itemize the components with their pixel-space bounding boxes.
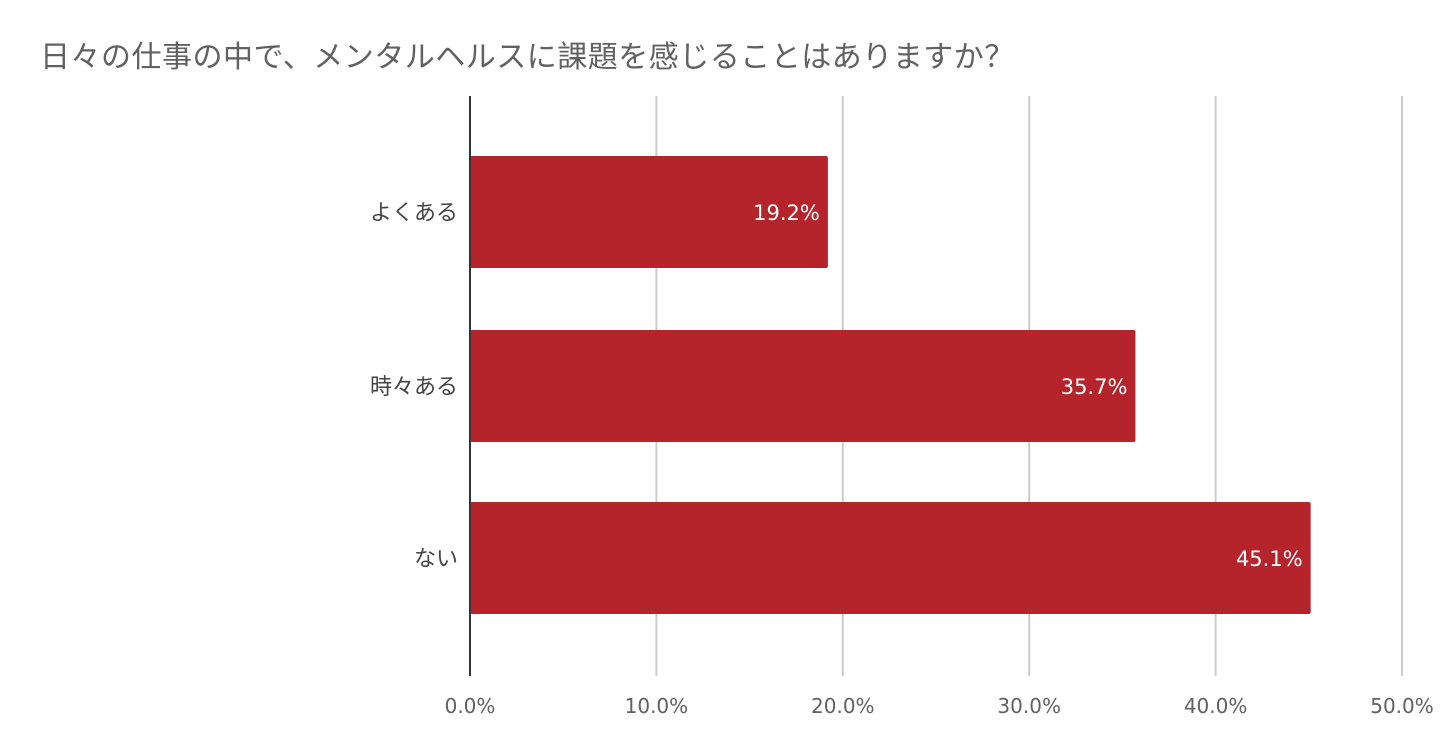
bar <box>470 502 1311 614</box>
x-tick-label: 40.0% <box>1184 694 1248 718</box>
bar <box>470 330 1136 442</box>
data-label: 45.1% <box>1236 547 1303 571</box>
category-label: よくある <box>370 201 458 226</box>
x-tick-label: 30.0% <box>997 694 1061 718</box>
data-label: 19.2% <box>753 201 820 225</box>
bars <box>470 156 1311 614</box>
category-label: ない <box>414 547 458 572</box>
chart-title: 日々の仕事の中で、メンタルヘルスに課題を感じることはありますか？ <box>40 40 1015 75</box>
x-tick-label: 50.0% <box>1370 694 1434 718</box>
bar <box>470 156 828 268</box>
x-tick-label: 0.0% <box>445 694 496 718</box>
x-tick-label: 20.0% <box>811 694 875 718</box>
labels: 0.0% 10.0% 20.0% 30.0% 40.0% 50.0% 19.2% よくある 35… <box>370 201 1434 718</box>
category-label: 時々ある <box>370 375 458 400</box>
x-tick-label: 10.0% <box>625 694 689 718</box>
data-label: 35.7% <box>1061 375 1128 399</box>
